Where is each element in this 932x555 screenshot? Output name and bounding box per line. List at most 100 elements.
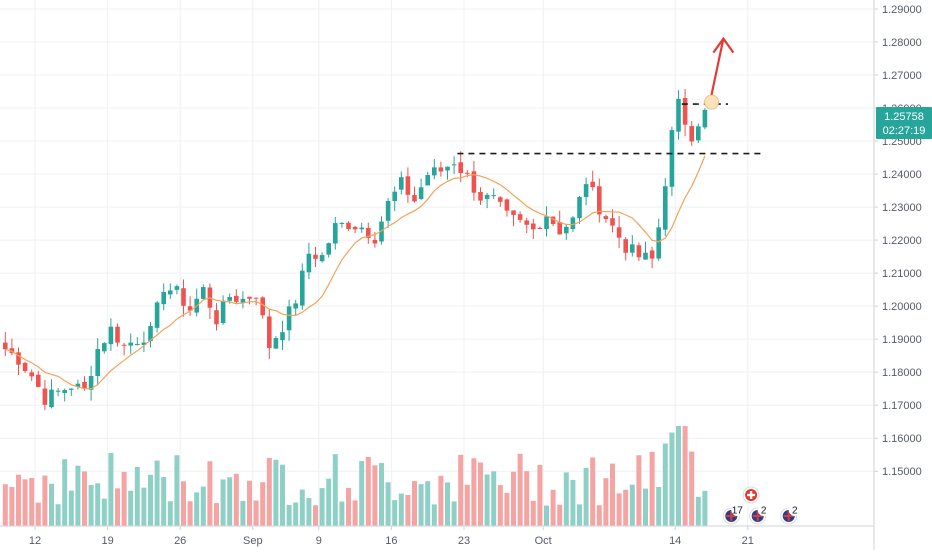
candle[interactable] [385, 201, 391, 221]
candle[interactable] [405, 176, 411, 195]
candle[interactable] [227, 297, 232, 301]
candle[interactable] [319, 255, 325, 262]
candle[interactable] [583, 184, 589, 198]
candle[interactable] [49, 389, 54, 408]
candle[interactable] [498, 197, 503, 202]
candle[interactable] [214, 310, 219, 325]
candle[interactable] [610, 218, 615, 226]
candle[interactable] [544, 216, 549, 229]
candle[interactable] [445, 166, 450, 171]
candle[interactable] [603, 216, 609, 220]
candle[interactable] [55, 390, 61, 392]
candle[interactable] [22, 362, 28, 372]
candle[interactable] [29, 372, 34, 377]
candle[interactable] [669, 130, 675, 187]
candle[interactable] [88, 375, 94, 390]
candle[interactable] [273, 338, 279, 349]
candle[interactable] [187, 306, 193, 311]
candle[interactable] [451, 164, 457, 166]
candle[interactable] [630, 244, 635, 253]
candle[interactable] [531, 223, 536, 230]
candle[interactable] [333, 223, 338, 244]
candle[interactable] [491, 195, 496, 197]
candle[interactable] [148, 326, 153, 342]
candle[interactable] [286, 306, 292, 331]
candle[interactable] [359, 227, 364, 230]
candle[interactable] [570, 217, 576, 230]
candle[interactable] [115, 326, 120, 343]
candle[interactable] [42, 388, 48, 405]
candle[interactable] [135, 343, 140, 345]
candle[interactable] [663, 186, 668, 230]
candle[interactable] [121, 344, 127, 346]
candle[interactable] [75, 383, 81, 387]
candle[interactable] [649, 250, 655, 259]
candle[interactable] [682, 98, 688, 125]
candle[interactable] [478, 192, 483, 201]
candle[interactable] [458, 162, 463, 174]
candle[interactable] [524, 220, 529, 225]
candle[interactable] [557, 222, 562, 235]
candle[interactable] [425, 174, 430, 186]
candle[interactable] [438, 167, 444, 172]
candle[interactable] [247, 296, 252, 299]
candle[interactable] [366, 228, 371, 238]
candle[interactable] [484, 194, 490, 199]
candle[interactable] [174, 286, 180, 290]
candles[interactable] [3, 88, 708, 411]
candle[interactable] [141, 342, 147, 345]
target-arrow[interactable] [710, 38, 725, 96]
candle[interactable] [102, 343, 107, 352]
candle[interactable] [418, 187, 424, 200]
candle[interactable] [154, 302, 160, 328]
candle[interactable] [676, 98, 681, 132]
candle[interactable] [280, 332, 285, 341]
candle[interactable] [326, 243, 331, 255]
candle[interactable] [372, 239, 378, 244]
candle[interactable] [550, 216, 556, 225]
candle[interactable] [161, 291, 166, 305]
candle[interactable] [702, 109, 708, 128]
candle[interactable] [306, 253, 312, 273]
candle[interactable] [517, 214, 523, 220]
candle[interactable] [636, 245, 642, 258]
candle[interactable] [412, 195, 417, 202]
candle[interactable] [108, 326, 114, 345]
candle[interactable] [564, 226, 569, 234]
candle[interactable] [267, 316, 272, 348]
candle[interactable] [352, 226, 358, 230]
candle[interactable] [689, 126, 694, 142]
candle[interactable] [392, 191, 397, 202]
target-arrow-head[interactable] [712, 36, 735, 54]
candle[interactable] [504, 199, 510, 211]
candle[interactable] [128, 342, 133, 346]
candle[interactable] [293, 303, 298, 309]
candle[interactable] [590, 181, 595, 188]
candle[interactable] [240, 298, 246, 303]
candle[interactable] [537, 227, 543, 230]
candle[interactable] [234, 295, 239, 302]
candle[interactable] [616, 227, 622, 238]
candle[interactable] [511, 210, 516, 215]
candle[interactable] [95, 349, 100, 377]
candle[interactable] [181, 288, 186, 306]
candle[interactable] [253, 297, 259, 299]
economic-events[interactable]: 17 2 2 [722, 486, 801, 525]
candle[interactable] [201, 287, 206, 299]
candle[interactable] [36, 374, 41, 387]
candle[interactable] [656, 227, 661, 259]
candle[interactable] [260, 297, 265, 316]
candle[interactable] [597, 186, 602, 215]
candle[interactable] [220, 300, 226, 323]
candle[interactable] [69, 388, 74, 390]
candle[interactable] [82, 381, 87, 388]
candle[interactable] [300, 270, 305, 306]
entry-marker[interactable] [704, 94, 719, 110]
candle[interactable] [313, 254, 318, 259]
candle[interactable] [471, 171, 477, 193]
candle[interactable] [577, 196, 582, 219]
candle[interactable] [62, 390, 67, 394]
candle[interactable] [346, 222, 351, 229]
candle[interactable] [465, 172, 470, 174]
